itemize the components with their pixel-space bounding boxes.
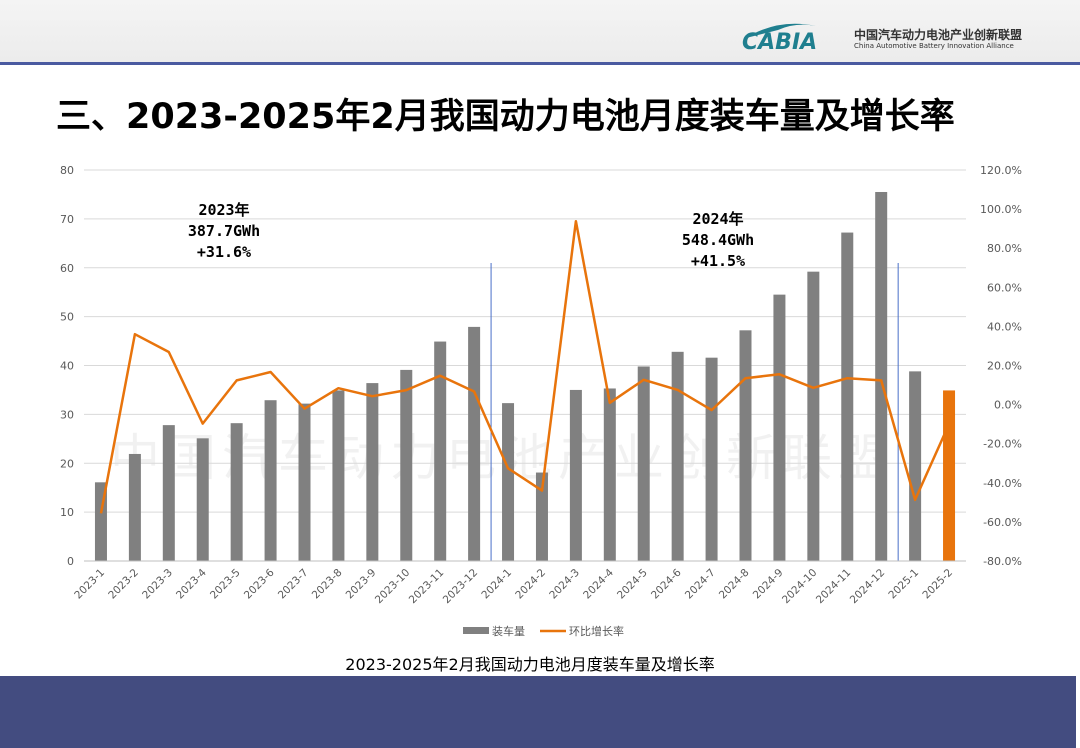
bar <box>841 232 854 561</box>
annotation-2024-growth: +41.5% <box>690 252 746 270</box>
x-tick-label: 2024-4 <box>581 566 616 601</box>
x-tick-label: 2023-4 <box>174 566 209 601</box>
bar <box>162 425 175 561</box>
bar <box>739 330 752 561</box>
x-tick-label: 2023-8 <box>310 567 345 602</box>
annotation-2023-volume: 387.7GWh <box>187 222 261 240</box>
x-tick-label: 2023-11 <box>407 567 447 607</box>
x-tick-label: 2024-6 <box>649 566 684 601</box>
bar <box>366 383 379 561</box>
x-tick-label: 2025-2 <box>920 567 955 602</box>
bar <box>569 389 582 561</box>
y-left-tick-label: 0 <box>67 555 74 568</box>
chart-caption: 2023-2025年2月我国动力电池月度装车量及增长率 <box>345 655 715 674</box>
logo-wordmark: CABIA <box>742 30 817 55</box>
x-tick-label: 2024-2 <box>513 567 548 602</box>
x-tick-label: 2024-3 <box>547 567 582 602</box>
growth-line <box>99 219 951 514</box>
bar <box>671 351 684 561</box>
annotation-2024-year: 2024年 <box>692 210 744 228</box>
bar <box>603 388 616 561</box>
y-left-tick-label: 80 <box>60 164 74 177</box>
y-left-tick-label: 10 <box>60 506 74 519</box>
bar-series <box>94 191 956 561</box>
y-left-tick-label: 60 <box>60 262 74 275</box>
bar <box>264 400 277 561</box>
x-tick-label: 2023-2 <box>106 567 141 602</box>
bar <box>773 294 786 561</box>
bar <box>875 191 888 561</box>
y-right-tick-label: -80.0% <box>983 555 1022 568</box>
y-right-tick-label: 120.0% <box>980 164 1022 177</box>
y-left-tick-label: 70 <box>60 213 74 226</box>
y-left-tick-label: 50 <box>60 311 74 324</box>
footer-band <box>0 676 1076 748</box>
bar <box>943 390 956 561</box>
x-tick-label: 2023-12 <box>441 567 481 607</box>
logo-mark-icon: CABIA <box>742 23 817 55</box>
x-tick-label: 2023-5 <box>208 567 243 602</box>
header-band <box>0 0 1080 62</box>
annotation-2024-volume: 548.4GWh <box>681 231 755 249</box>
bar <box>400 369 413 561</box>
bar <box>909 371 922 561</box>
x-tick-label: 2024-10 <box>780 567 820 607</box>
y-right-tick-label: 60.0% <box>987 281 1022 294</box>
cabia-logo: CABIA 中国汽车动力电池产业创新联盟 China Automotive Ba… <box>738 16 1038 56</box>
x-tick-label: 2023-10 <box>373 567 413 607</box>
growth-line-series <box>99 219 951 514</box>
page-title: 三、2023-2025年2月我国动力电池月度装车量及增长率 <box>56 97 955 137</box>
bar <box>298 403 311 561</box>
bar <box>230 423 243 561</box>
y-right-tick-label: 100.0% <box>980 203 1022 216</box>
legend-bar-swatch <box>463 627 489 634</box>
x-tick-label: 2023-3 <box>140 567 175 602</box>
bar <box>535 472 548 561</box>
x-tick-label: 2024-7 <box>683 567 718 602</box>
bar <box>502 403 515 561</box>
y-right-tick-label: 40.0% <box>987 320 1022 333</box>
x-tick-label: 2024-1 <box>479 567 514 602</box>
y-left-tick-label: 20 <box>60 457 74 470</box>
bar <box>196 438 209 561</box>
y-right-tick-label: 80.0% <box>987 242 1022 255</box>
legend-bar-label: 装车量 <box>492 624 525 638</box>
bar <box>705 357 718 561</box>
y-left-tick-label: 30 <box>60 408 74 421</box>
y-right-tick-label: -20.0% <box>983 438 1022 451</box>
org-name-en: China Automotive Battery Innovation Alli… <box>854 42 1014 50</box>
y-right-tick-label: -40.0% <box>983 477 1022 490</box>
x-tick-label: 2023-7 <box>276 567 311 602</box>
bar <box>434 341 447 561</box>
x-tick-label: 2023-1 <box>72 567 107 602</box>
x-tick-label: 2023-6 <box>242 566 277 601</box>
header-divider <box>0 62 1080 65</box>
x-tick-label: 2024-8 <box>717 567 752 602</box>
org-name-cn: 中国汽车动力电池产业创新联盟 <box>854 28 1023 42</box>
annotation-2023-growth: +31.6% <box>196 243 252 261</box>
annotation-2023-year: 2023年 <box>198 201 250 219</box>
bar <box>332 390 345 561</box>
legend[interactable]: 装车量 环比增长率 <box>463 624 624 638</box>
legend-line-label: 环比增长率 <box>569 624 624 638</box>
annotation-2024: 2024年 548.4GWh +41.5% <box>668 209 768 272</box>
y-right-tick-label: 0.0% <box>994 399 1022 412</box>
x-tick-label: 2024-5 <box>615 567 650 602</box>
bar <box>468 326 481 561</box>
y-right-tick-label: -60.0% <box>983 516 1022 529</box>
bar <box>128 453 141 561</box>
y-left-tick-label: 40 <box>60 360 74 373</box>
annotation-2023: 2023年 387.7GWh +31.6% <box>174 200 274 263</box>
x-tick-label: 2025-1 <box>886 567 921 602</box>
year-dividers <box>490 263 899 561</box>
x-tick-label: 2024-11 <box>814 567 854 607</box>
y-right-tick-label: 20.0% <box>987 360 1022 373</box>
x-tick-label: 2024-12 <box>848 567 888 607</box>
chart: 0 10 20 30 40 50 60 70 80 -80.0% -60.0% -40.0% -20.0… <box>60 164 1022 638</box>
bar <box>807 271 820 561</box>
bar <box>637 366 650 561</box>
